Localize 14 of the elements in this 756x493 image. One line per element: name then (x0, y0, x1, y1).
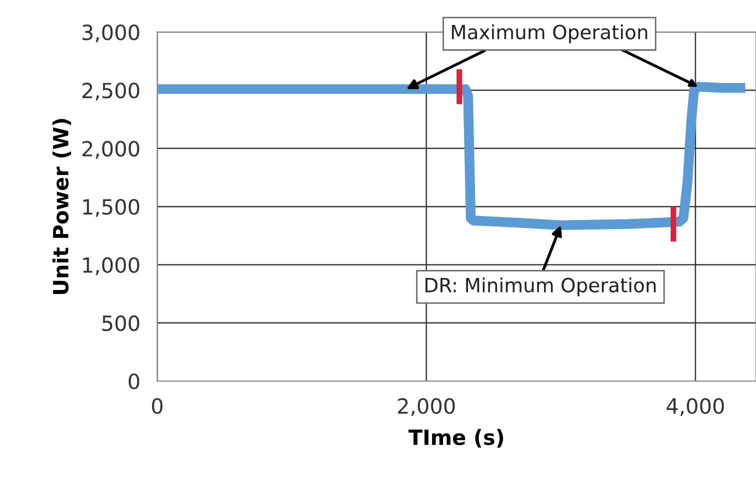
x-axis-title: TIme (s) (408, 429, 504, 448)
y-tick-label: 1,500 (83, 199, 140, 217)
y-tick-label: 1,000 (83, 257, 140, 276)
y-tick-label: 0 (128, 374, 140, 390)
x-tick-label: 2,000 (398, 398, 455, 416)
x-tick-label: 4,000 (666, 398, 724, 416)
y-tick-label: 500 (102, 315, 140, 332)
annotation: DR: Minimum Operation (426, 277, 656, 296)
y-tick-label: 2,500 (82, 82, 140, 101)
y-tick-label: 3,000 (82, 24, 140, 42)
annotation: Maximum Operation (452, 24, 648, 44)
y-tick-label: 2,000 (82, 140, 140, 159)
y-axis-title: Unit Power (W) (52, 119, 72, 294)
x-tick-label: 0 (152, 398, 162, 414)
